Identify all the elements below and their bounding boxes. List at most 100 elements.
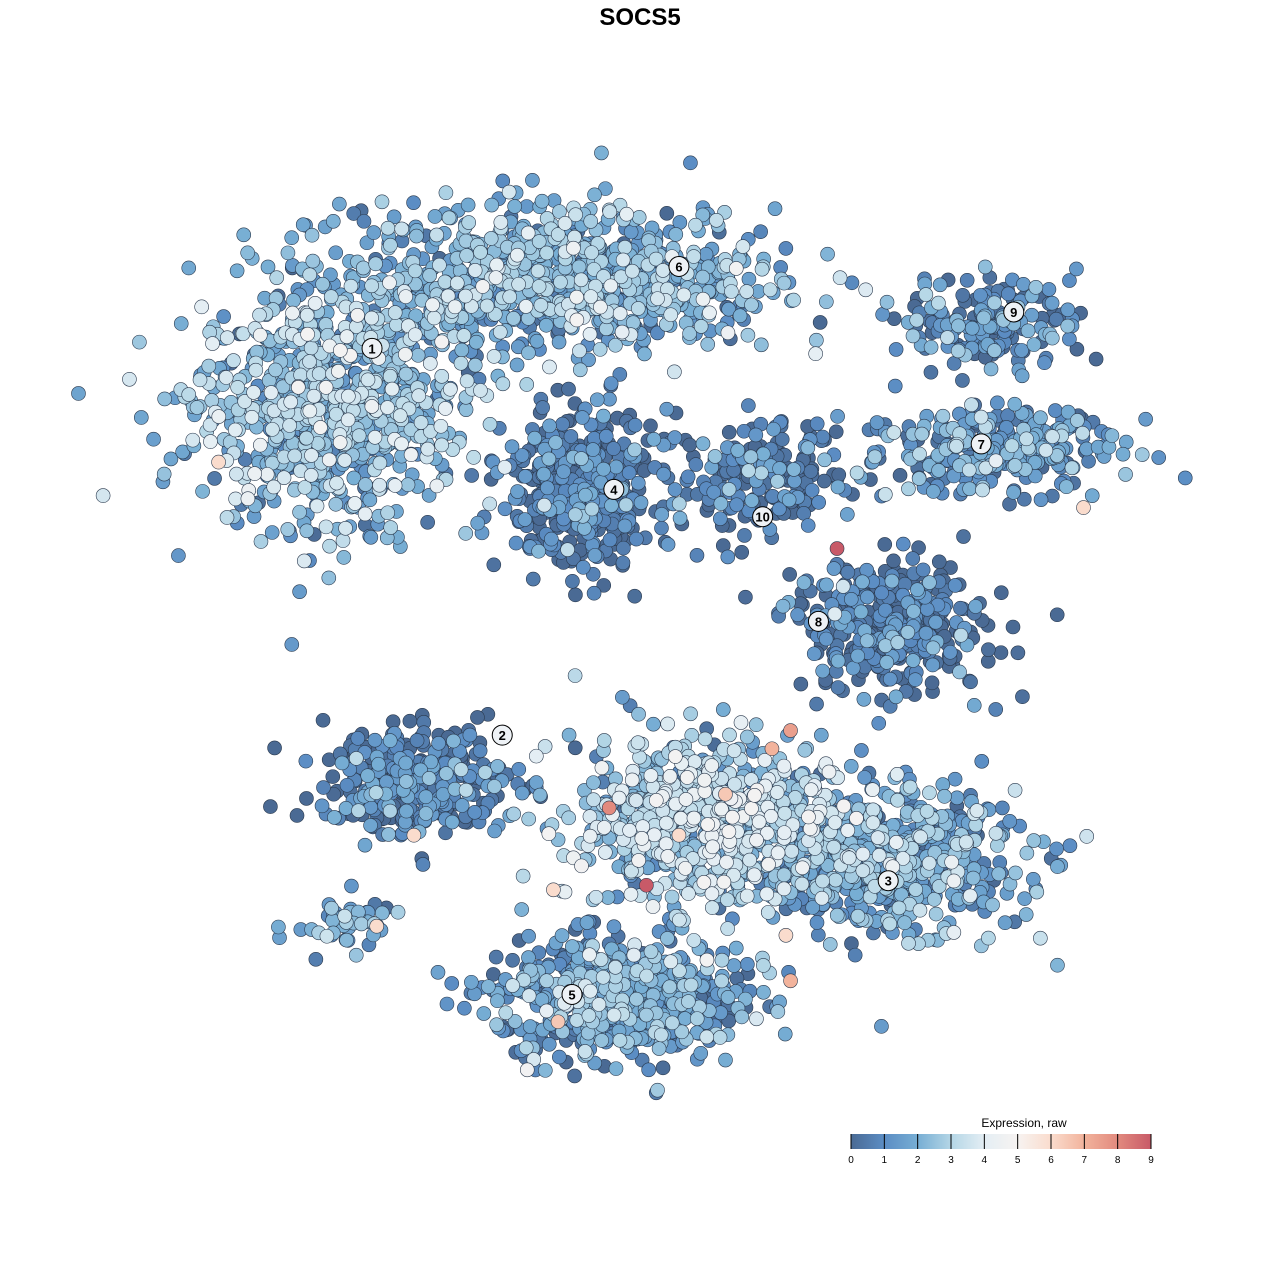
data-point [383,520,398,535]
data-point [608,1061,624,1076]
data-point [956,529,971,544]
data-point [809,416,825,432]
data-point [482,417,498,432]
data-point [271,919,286,935]
data-point [468,334,484,350]
data-point [489,1017,504,1032]
data-point [551,334,567,350]
data-point [867,449,883,465]
data-point [1062,273,1077,288]
data-point [587,548,603,563]
data-point [828,424,844,440]
data-point [897,915,912,931]
data-point [399,803,414,819]
data-point [1062,838,1078,853]
data-point [398,774,414,789]
data-point [327,810,342,825]
data-point [683,155,698,171]
data-point [770,473,785,489]
data-point [421,771,437,786]
data-point [741,398,756,413]
data-point [506,806,521,822]
data-point [71,386,86,401]
data-point [892,468,908,483]
data-point [809,332,824,348]
data-point [522,1019,538,1034]
data-point [748,427,764,443]
data-point [926,484,941,499]
data-point [1151,450,1167,465]
data-point [292,504,307,520]
data-point [927,892,942,907]
data-point [477,765,493,780]
data-point [741,463,756,479]
data-point [446,733,461,749]
data-point [766,421,781,437]
data-point [976,310,992,326]
data-point [571,259,587,275]
data-point [1069,261,1084,277]
data-point [305,253,321,269]
data-point [774,432,790,447]
data-point [264,525,280,540]
data-point [740,957,755,972]
data-point [367,732,383,748]
data-point [888,689,904,705]
data-point [935,408,951,424]
data-point [911,471,927,486]
data-point [955,373,970,388]
data-point [831,467,847,483]
data-point [357,837,373,853]
data-point [269,270,285,285]
data-point [830,680,846,695]
data-point [756,446,771,462]
data-point [308,952,324,967]
data-point [859,633,875,649]
data-point [1177,470,1193,486]
data-point [538,317,554,333]
data-point [924,675,940,691]
data-point [830,653,846,669]
data-point [532,787,548,803]
data-point [643,944,659,959]
data-point [382,803,398,819]
data-point [854,743,869,758]
data-point [553,274,568,290]
data-point [381,827,396,842]
data-point [623,224,639,240]
data-point [521,811,536,827]
data-point [561,810,576,826]
data-point [299,791,314,806]
data-point [1070,413,1085,428]
data-point [1026,833,1042,848]
data-point [1050,957,1065,973]
data-point [616,540,631,556]
data-point [627,442,642,458]
data-point [157,391,172,407]
data-point [990,395,1005,411]
data-point [525,571,541,587]
data-point [786,292,801,308]
data-point [1084,488,1100,503]
data-point [1017,891,1032,906]
data-point [1138,411,1153,427]
data-point [462,727,478,743]
data-point [470,515,485,531]
data-point [356,214,372,229]
data-point [612,367,628,382]
data-point [947,578,963,593]
data-point [1049,841,1064,857]
data-point [811,927,826,943]
data-point [1048,403,1063,418]
data-point [586,775,601,790]
data-point [505,952,520,968]
data-point [473,245,488,260]
data-point [495,173,511,189]
data-point [988,702,1004,717]
data-point [587,187,602,203]
data-point [631,475,646,491]
data-point [809,915,825,930]
data-point [767,201,783,216]
data-point [584,501,600,517]
data-point [963,674,978,690]
